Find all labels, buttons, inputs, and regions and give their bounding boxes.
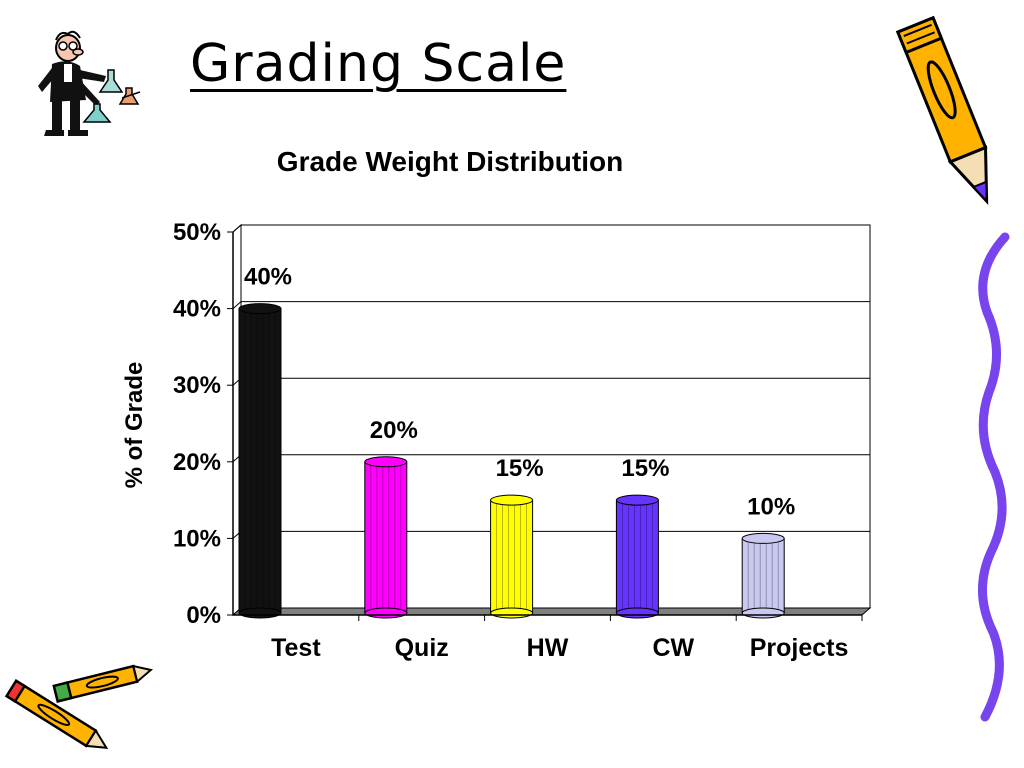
x-tick-label: CW (652, 634, 694, 662)
bar-base (741, 607, 785, 619)
bar-quiz (364, 461, 408, 614)
bar-top (490, 494, 534, 506)
bar-test (238, 308, 282, 614)
scientist-with-flasks-icon (38, 30, 141, 136)
data-label: 15% (621, 455, 669, 482)
bar-cw (615, 499, 659, 614)
y-tick-label: 30% (173, 372, 221, 399)
gridline-side (232, 224, 242, 233)
x-tick-label: Quiz (395, 634, 449, 662)
x-tick-label: HW (527, 634, 569, 662)
x-tick-label: Test (271, 634, 321, 662)
crossed-pencils-icon (4, 664, 154, 749)
data-label: 40% (244, 264, 292, 291)
data-label: 20% (370, 417, 418, 444)
y-axis-label: % of Grade (121, 362, 148, 489)
pencil-icon (895, 15, 989, 205)
gridline-side (232, 301, 242, 309)
y-tick-label: 10% (173, 525, 221, 552)
data-label: 10% (747, 493, 795, 520)
bar-base (238, 607, 282, 619)
bar-top (238, 303, 282, 315)
wavy-line-decoration (978, 232, 1010, 722)
bar-base (615, 607, 659, 619)
bar-top (615, 494, 659, 506)
bar-top (364, 456, 408, 468)
data-label: 15% (496, 455, 544, 482)
bar-base (490, 607, 534, 619)
chart-title: Grade Weight Distribution (276, 146, 624, 177)
y-tick-label: 50% (173, 219, 221, 246)
slide-title: Grading Scale (190, 34, 567, 94)
bar-base (364, 607, 408, 619)
bar-top (741, 532, 785, 544)
y-tick-label: 40% (173, 296, 221, 323)
x-tick-label: Projects (750, 634, 849, 662)
y-tick-label: 0% (186, 602, 221, 629)
y-tick-label: 20% (173, 449, 221, 476)
